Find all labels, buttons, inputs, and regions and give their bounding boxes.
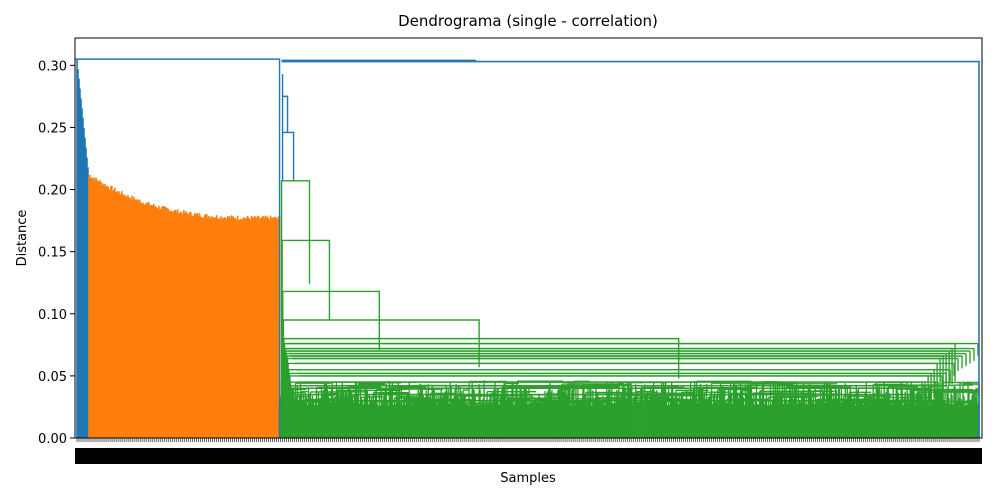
- high-link: [281, 60, 980, 438]
- plot-area: [74, 37, 983, 439]
- x-axis: [75, 438, 982, 464]
- orange-fill: [88, 220, 280, 438]
- cluster-orange: [88, 174, 281, 438]
- y-axis: 0.00 0.05 0.10 0.15 0.20 0.25 0.30: [38, 59, 75, 447]
- y-tick-label: 0.20: [38, 184, 67, 199]
- high-link: [282, 131, 295, 181]
- chart-title: Dendrograma (single - correlation): [398, 12, 658, 30]
- y-tick-label: 0.05: [38, 370, 67, 385]
- y-tick-label: 0.30: [38, 59, 67, 74]
- y-axis-label: Distance: [15, 210, 30, 267]
- root-link: [75, 58, 281, 438]
- cluster-blue: [76, 59, 90, 438]
- y-tick-label: 0.10: [38, 308, 67, 323]
- y-tick-label: 0.00: [38, 432, 67, 447]
- x-tick-labels-overlap: [75, 448, 982, 464]
- high-links: [75, 58, 980, 438]
- plot-frame: [74, 37, 983, 439]
- y-tick-label: 0.25: [38, 121, 67, 136]
- high-link: [282, 95, 289, 133]
- cluster-green: [278, 180, 980, 438]
- x-axis-label: Samples: [500, 471, 556, 486]
- y-tick-label: 0.15: [38, 246, 67, 261]
- blue-fill: [77, 177, 89, 438]
